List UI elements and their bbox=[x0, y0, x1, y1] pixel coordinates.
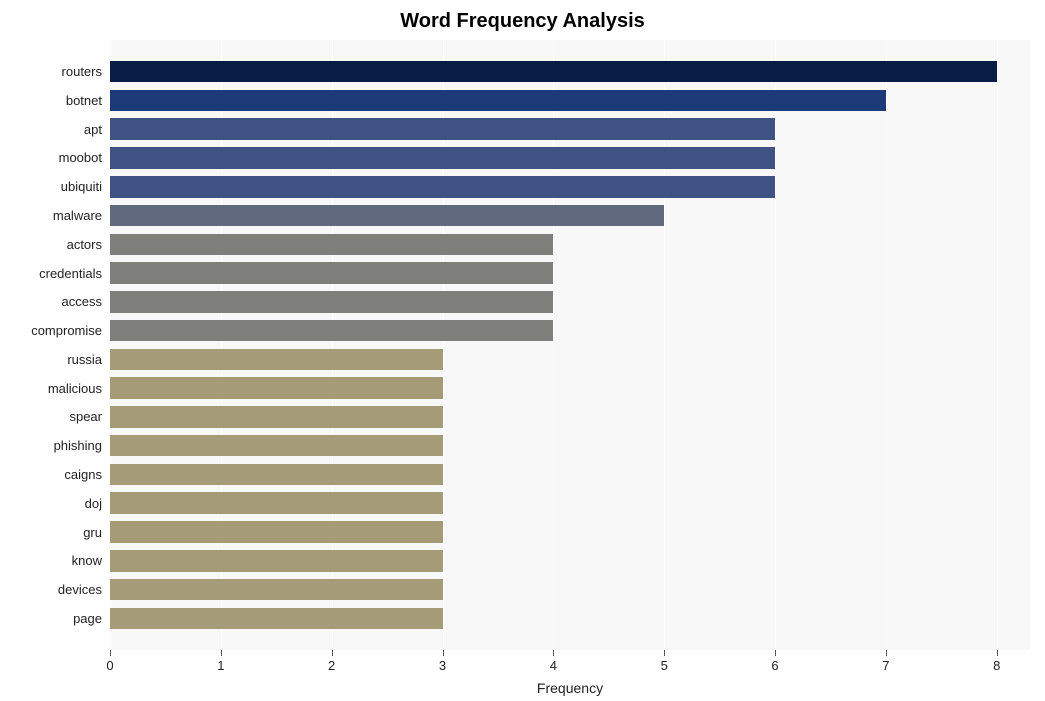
bar bbox=[110, 118, 775, 140]
y-tick-label: routers bbox=[0, 64, 102, 79]
bar bbox=[110, 349, 443, 371]
x-tick-mark bbox=[664, 650, 665, 656]
y-tick-label: apt bbox=[0, 122, 102, 137]
x-tick-label: 7 bbox=[882, 658, 889, 673]
bar bbox=[110, 377, 443, 399]
x-tick-label: 4 bbox=[550, 658, 557, 673]
bar bbox=[110, 492, 443, 514]
x-tick-label: 3 bbox=[439, 658, 446, 673]
y-tick-label: access bbox=[0, 294, 102, 309]
x-tick-mark bbox=[221, 650, 222, 656]
bar bbox=[110, 435, 443, 457]
x-tick-label: 5 bbox=[661, 658, 668, 673]
y-tick-label: know bbox=[0, 553, 102, 568]
y-tick-label: spear bbox=[0, 409, 102, 424]
bar bbox=[110, 521, 443, 543]
x-tick-mark bbox=[110, 650, 111, 656]
x-tick-mark bbox=[332, 650, 333, 656]
bar bbox=[110, 90, 886, 112]
grid-line bbox=[886, 40, 887, 650]
bar bbox=[110, 550, 443, 572]
y-tick-label: russia bbox=[0, 352, 102, 367]
y-tick-label: gru bbox=[0, 525, 102, 540]
y-tick-label: actors bbox=[0, 237, 102, 252]
x-tick-mark bbox=[997, 650, 998, 656]
y-tick-label: credentials bbox=[0, 266, 102, 281]
grid-line bbox=[997, 40, 998, 650]
y-tick-label: doj bbox=[0, 496, 102, 511]
x-tick-label: 2 bbox=[328, 658, 335, 673]
bar bbox=[110, 579, 443, 601]
x-tick-label: 6 bbox=[771, 658, 778, 673]
y-tick-label: phishing bbox=[0, 438, 102, 453]
bar bbox=[110, 234, 553, 256]
plot-area bbox=[110, 40, 1030, 650]
bar bbox=[110, 291, 553, 313]
chart-title: Word Frequency Analysis bbox=[0, 0, 1045, 33]
bar bbox=[110, 406, 443, 428]
bar bbox=[110, 61, 997, 83]
bar bbox=[110, 147, 775, 169]
x-tick-label: 0 bbox=[106, 658, 113, 673]
y-tick-label: botnet bbox=[0, 93, 102, 108]
y-tick-label: caigns bbox=[0, 467, 102, 482]
bar bbox=[110, 176, 775, 198]
x-tick-label: 8 bbox=[993, 658, 1000, 673]
y-tick-label: moobot bbox=[0, 150, 102, 165]
x-tick-mark bbox=[775, 650, 776, 656]
grid-line bbox=[775, 40, 776, 650]
x-tick-mark bbox=[886, 650, 887, 656]
y-tick-label: malware bbox=[0, 208, 102, 223]
x-tick-mark bbox=[443, 650, 444, 656]
y-tick-label: compromise bbox=[0, 323, 102, 338]
x-axis-title: Frequency bbox=[537, 680, 603, 696]
bar bbox=[110, 608, 443, 630]
bar bbox=[110, 262, 553, 284]
bar bbox=[110, 320, 553, 342]
y-tick-label: page bbox=[0, 611, 102, 626]
chart-container: Word Frequency Analysis Frequency 0 1 2 3 4 5… bbox=[0, 0, 1045, 701]
y-tick-label: ubiquiti bbox=[0, 179, 102, 194]
bar bbox=[110, 205, 664, 227]
y-tick-label: devices bbox=[0, 582, 102, 597]
bar bbox=[110, 464, 443, 486]
y-tick-label: malicious bbox=[0, 381, 102, 396]
x-tick-label: 1 bbox=[217, 658, 224, 673]
x-tick-mark bbox=[553, 650, 554, 656]
